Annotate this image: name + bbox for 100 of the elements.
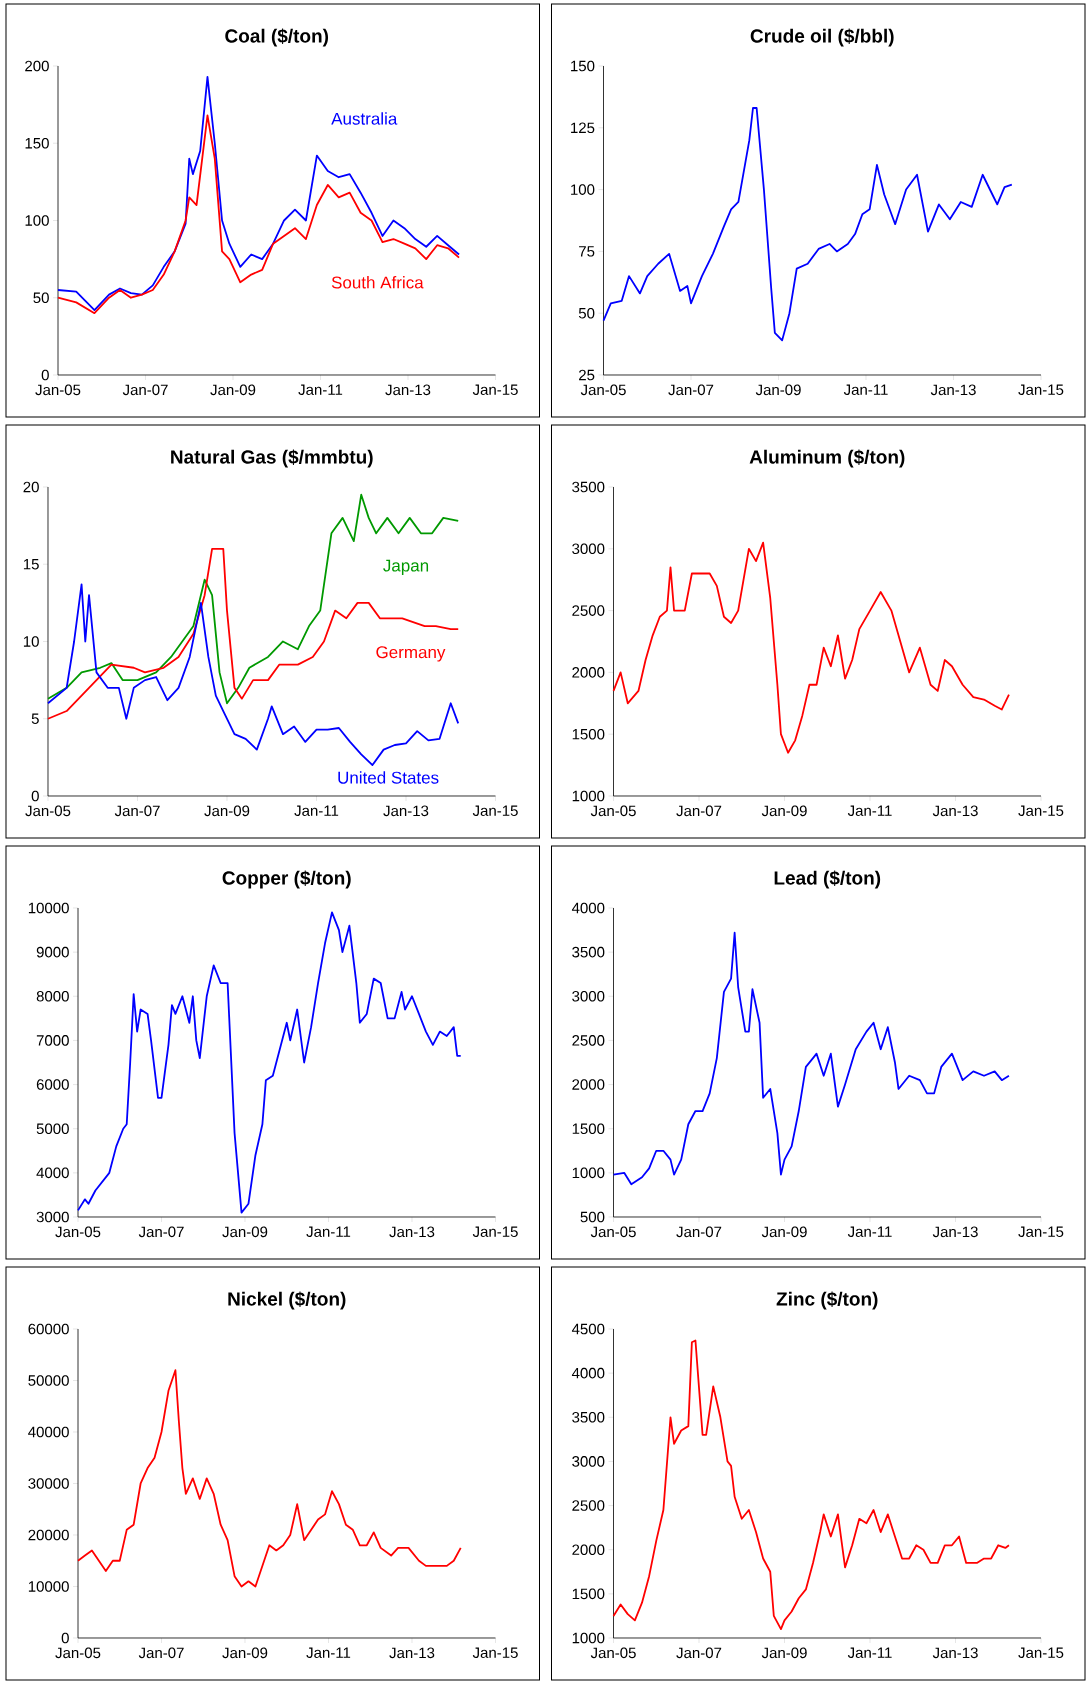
x-tick-label: Jan-05 (590, 805, 636, 817)
x-tick-label: Jan-11 (847, 1647, 892, 1658)
y-tick-label: 2000 (572, 667, 605, 678)
y-tick-label: 3500 (572, 481, 605, 493)
x-tick-label: Jan-07 (138, 1226, 184, 1238)
x-tick-label: Jan-05 (55, 1226, 101, 1238)
x-tick-label: Jan-07 (676, 1226, 722, 1238)
x-tick-label: Jan-13 (932, 1647, 978, 1659)
x-tick-label: Jan-13 (930, 384, 976, 396)
y-tick-label: 150 (571, 60, 595, 72)
chart-title: Lead ($/ton) (774, 870, 881, 889)
x-tick-label: Jan-09 (222, 1226, 268, 1238)
x-tick-label: Jan-13 (389, 1647, 435, 1659)
x-tick-label: Jan-11 (843, 384, 888, 395)
chart-title: Coal ($/ton) (225, 28, 329, 47)
x-tick-label: Jan-15 (1018, 1226, 1064, 1237)
y-tick-label: 5 (31, 713, 39, 724)
y-tick-label: 3000 (572, 543, 605, 555)
line-series (602, 107, 1013, 342)
y-tick-label: 150 (25, 137, 49, 149)
x-tick-label: Jan-11 (306, 1647, 351, 1658)
chart-title: Natural Gas ($/mmbtu) (171, 449, 373, 468)
line-series (57, 75, 460, 311)
x-tick-label: Jan-07 (122, 384, 168, 396)
y-tick-label: 50000 (28, 1375, 69, 1386)
y-tick-label: 3000 (572, 1456, 605, 1467)
chart-title: Aluminum ($/ton) (749, 449, 905, 468)
x-tick-label: Jan-09 (210, 384, 256, 396)
y-tick-label: 25 (579, 369, 595, 381)
y-tick-label: 125 (571, 122, 595, 134)
y-tick-label: 20000 (28, 1529, 69, 1541)
x-tick-label: Jan-05 (35, 384, 81, 396)
x-tick-label: Jan-05 (590, 1647, 636, 1659)
line-series (612, 931, 1010, 1186)
x-tick-label: Jan-05 (25, 805, 71, 817)
y-tick-label: 7000 (36, 1035, 69, 1046)
x-tick-label: Jan-09 (204, 805, 250, 817)
y-tick-label: 20 (23, 481, 39, 493)
y-tick-label: 500 (580, 1211, 605, 1223)
y-tick-label: 2500 (572, 1500, 605, 1511)
series-label: South Africa (331, 276, 424, 289)
x-tick-label: Jan-15 (472, 805, 518, 816)
x-tick-label: Jan-15 (472, 384, 518, 395)
y-tick-label: 50 (33, 292, 49, 304)
x-tick-label: Jan-09 (761, 805, 807, 817)
line-series (47, 583, 460, 766)
x-tick-label: Jan-07 (138, 1647, 184, 1659)
x-tick-label: Jan-13 (385, 384, 431, 396)
x-tick-label: Jan-15 (1018, 805, 1064, 816)
y-tick-label: 1500 (572, 728, 605, 740)
y-tick-label: 200 (25, 60, 49, 72)
y-tick-label: 0 (31, 790, 39, 802)
y-tick-label: 100 (571, 184, 595, 195)
line-series (612, 1339, 1010, 1631)
y-tick-label: 1500 (572, 1123, 605, 1135)
x-tick-label: Jan-11 (298, 384, 343, 395)
y-tick-label: 2000 (572, 1079, 605, 1090)
y-tick-label: 9000 (36, 946, 69, 958)
x-tick-label: Jan-13 (383, 805, 429, 817)
x-tick-label: Jan-05 (590, 1226, 636, 1238)
series-label: Germany (376, 646, 446, 662)
y-tick-label: 50 (578, 307, 595, 319)
y-tick-label: 2500 (572, 605, 605, 616)
y-tick-label: 3000 (572, 990, 605, 1002)
chart-title: Zinc ($/ton) (776, 1291, 878, 1310)
y-tick-label: 4000 (36, 1167, 69, 1179)
x-tick-label: Jan-11 (847, 1226, 892, 1237)
y-tick-label: 1000 (572, 790, 605, 802)
x-tick-label: Jan-05 (580, 384, 626, 396)
y-tick-label: 60000 (28, 1323, 69, 1335)
x-tick-label: Jan-11 (294, 805, 339, 816)
chart-title: Nickel ($/ton) (228, 1291, 346, 1310)
x-tick-label: Jan-15 (472, 1226, 518, 1237)
y-tick-label: 5000 (36, 1123, 69, 1135)
y-tick-label: 1500 (572, 1588, 605, 1600)
y-tick-label: 0 (61, 1632, 69, 1644)
text: Australia (331, 112, 398, 125)
y-tick-label: 2000 (572, 1544, 605, 1556)
line-series (47, 493, 460, 705)
x-tick-label: Jan-07 (676, 805, 722, 817)
y-tick-label: 100 (25, 215, 49, 226)
x-tick-label: Jan-13 (389, 1226, 435, 1238)
series-label: United States (338, 771, 439, 784)
y-tick-label: 4000 (571, 1367, 605, 1379)
chart-title: Copper ($/ton) (222, 870, 351, 889)
x-tick-label: Jan-11 (847, 805, 892, 816)
y-tick-label: 8000 (36, 990, 69, 1002)
y-tick-label: 0 (41, 369, 49, 381)
chart-title: Crude oil ($/bbl) (750, 28, 894, 47)
x-tick-label: Jan-15 (1018, 384, 1064, 395)
y-tick-label: 10000 (28, 1581, 69, 1592)
y-tick-label: 4500 (571, 1323, 605, 1335)
series-label: Japan (383, 559, 429, 575)
y-tick-label: 1000 (572, 1167, 605, 1179)
y-tick-label: 15 (23, 559, 39, 570)
x-tick-label: Jan-07 (114, 805, 160, 817)
x-tick-label: Jan-07 (676, 1647, 722, 1659)
y-tick-label: 40000 (28, 1426, 69, 1438)
y-tick-label: 30000 (28, 1478, 69, 1489)
y-tick-label: 4000 (571, 902, 605, 914)
